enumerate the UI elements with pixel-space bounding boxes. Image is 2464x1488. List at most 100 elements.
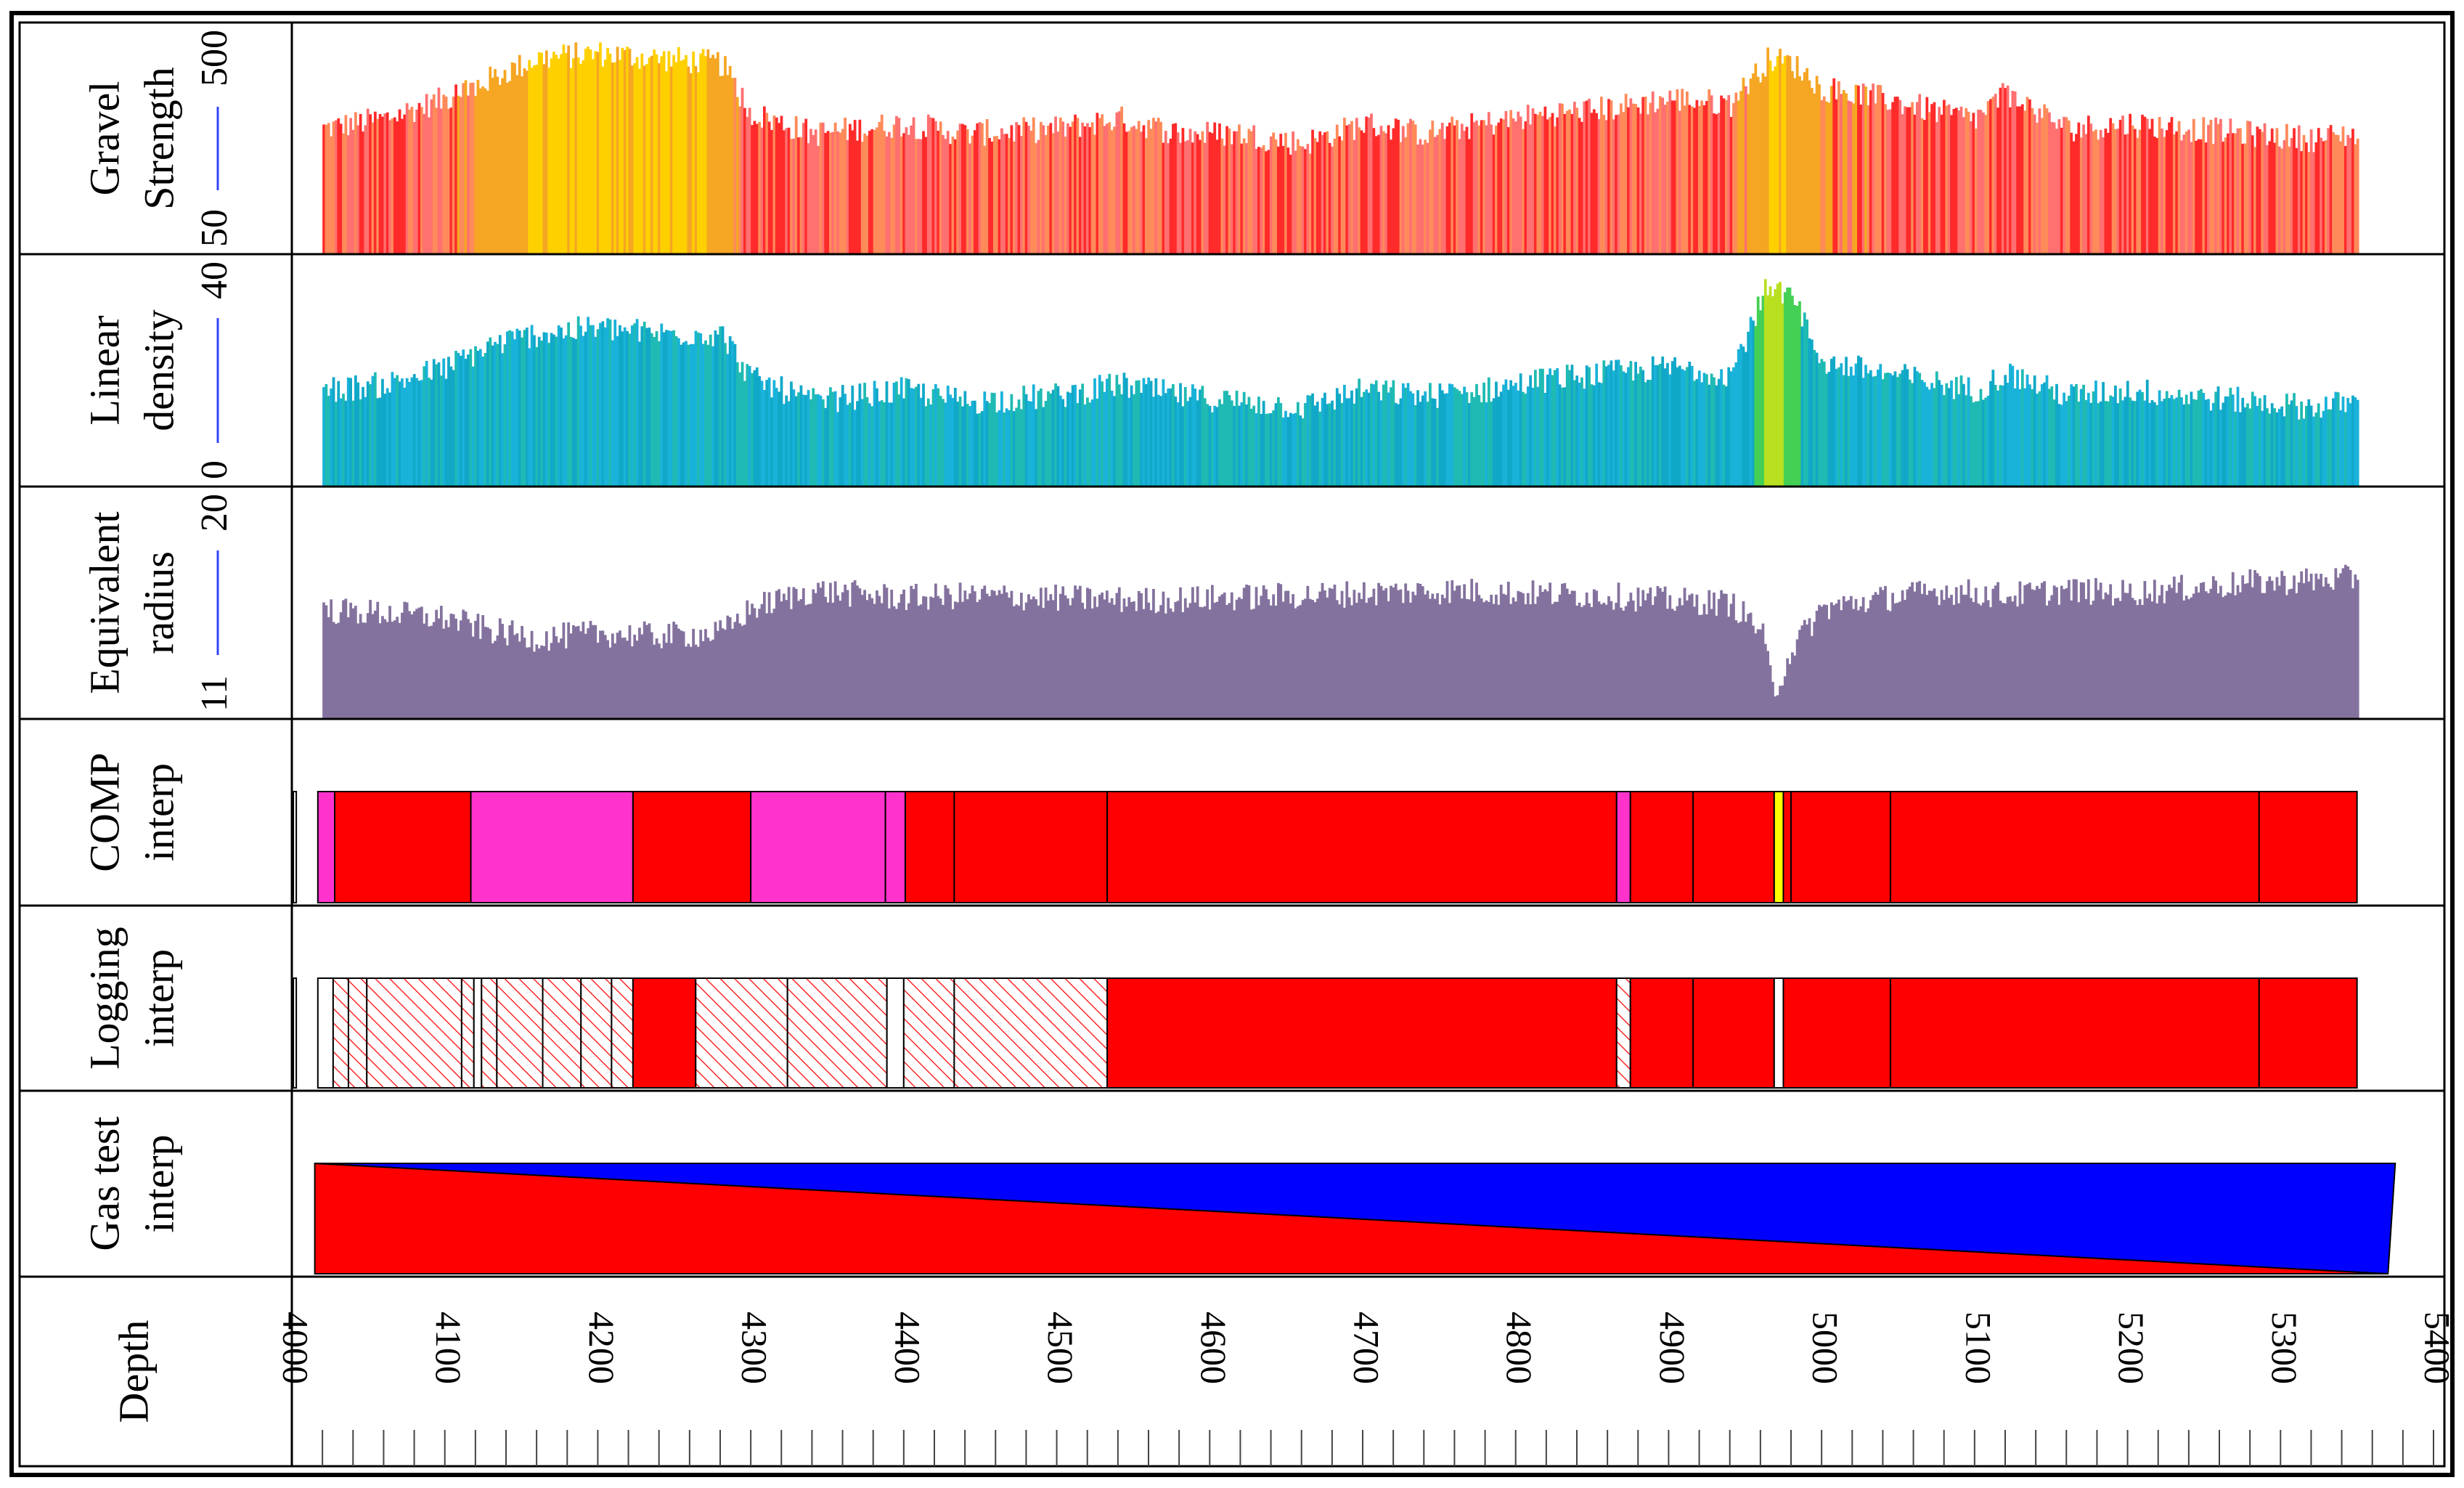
bar-mark [1003, 412, 1006, 487]
bar-mark [619, 630, 621, 719]
bar-mark [420, 107, 423, 254]
bar-mark [1230, 592, 1233, 719]
bar-mark [2177, 121, 2181, 254]
bar-mark [1235, 390, 1239, 487]
bar-mark [2288, 146, 2291, 254]
bar-mark [344, 115, 348, 254]
bar-mark [1485, 600, 1488, 719]
bar-mark [1321, 134, 1324, 254]
bar-mark [689, 646, 693, 719]
bar-mark [814, 593, 817, 719]
bar-mark [349, 378, 352, 487]
bar-mark [1563, 582, 1567, 719]
bar-mark [471, 366, 475, 487]
bar-mark [1098, 594, 1101, 719]
bar-mark [523, 330, 526, 487]
bar-mark [339, 123, 343, 254]
interval-mark [2258, 791, 2358, 903]
bar-mark [1372, 588, 1376, 719]
track-content [293, 42, 2396, 1275]
bar-mark [1127, 397, 1131, 487]
bar-mark [667, 51, 671, 254]
bar-mark [351, 608, 355, 719]
bar-mark [574, 338, 578, 487]
bar-mark [1071, 598, 1074, 719]
bar-mark [1225, 126, 1228, 254]
bar-mark [728, 617, 732, 719]
bar-mark [2055, 383, 2058, 487]
bar-mark [359, 614, 362, 719]
bar-mark [672, 330, 676, 487]
bar-mark [990, 590, 994, 719]
bar-mark [2200, 389, 2203, 487]
bar-mark [1800, 326, 1804, 487]
bar-mark [378, 397, 382, 487]
bar-mark [1066, 123, 1069, 254]
bar-mark [951, 609, 955, 719]
bar-mark [2219, 585, 2222, 719]
bar-mark [518, 330, 521, 487]
bar-mark [836, 412, 839, 487]
bar-mark [638, 68, 641, 254]
bar-mark [2099, 582, 2102, 719]
bar-mark [1144, 588, 1148, 719]
bar-mark [2072, 579, 2076, 719]
bar-mark [2288, 404, 2291, 487]
bar-mark [2094, 129, 2097, 254]
bar-mark [1465, 392, 1469, 487]
bar-mark [439, 375, 443, 487]
bar-mark [354, 375, 357, 487]
bar-mark [2349, 403, 2352, 487]
bar-mark [518, 641, 521, 719]
bar-mark [1492, 134, 1496, 254]
bar-mark [1130, 385, 1133, 487]
bar-mark [405, 103, 409, 254]
bar-mark [685, 646, 688, 719]
bar-mark [801, 588, 805, 719]
bar-mark [1918, 581, 1922, 719]
bar-mark [1861, 597, 1865, 719]
bar-mark [1164, 131, 1167, 254]
bar-mark [630, 65, 634, 254]
bar-mark [1886, 609, 1890, 719]
bar-mark [2197, 592, 2200, 719]
bar-mark [787, 127, 791, 254]
bar-mark [1506, 389, 1510, 487]
bar-mark [344, 400, 348, 487]
bar-mark [1088, 127, 1092, 254]
bar-mark [1636, 588, 1640, 719]
bar-mark [689, 73, 693, 254]
bar-mark [1306, 395, 1310, 487]
bar-mark [968, 406, 971, 487]
bar-mark [1724, 593, 1728, 719]
bar-mark [2031, 107, 2034, 254]
bar-mark [937, 388, 940, 487]
bar-mark [1267, 150, 1270, 254]
bar-mark [1115, 375, 1119, 487]
bar-mark [1888, 611, 1892, 719]
bar-mark [753, 121, 756, 254]
bar-mark [1186, 607, 1190, 719]
bar-mark [452, 97, 455, 254]
bar-mark [963, 391, 967, 487]
bar-mark [457, 352, 460, 487]
bar-mark [1164, 393, 1167, 487]
bar-mark [731, 628, 734, 719]
bar-mark [1315, 142, 1319, 254]
bar-mark [728, 336, 732, 487]
bar-mark [841, 385, 844, 487]
bar-mark [1144, 383, 1148, 487]
bar-mark [1800, 81, 1804, 254]
bar-mark [1495, 594, 1498, 719]
bar-mark [330, 388, 333, 487]
bar-mark [1445, 581, 1449, 719]
bar-mark [1247, 585, 1251, 719]
bar-mark [897, 118, 901, 254]
bar-mark [2158, 117, 2161, 254]
bar-mark [1950, 115, 1953, 254]
bar-mark [1572, 590, 1576, 719]
bar-mark [839, 397, 842, 487]
bar-mark [439, 108, 443, 254]
bar-mark [1886, 110, 1890, 254]
bar-mark [1367, 392, 1371, 487]
